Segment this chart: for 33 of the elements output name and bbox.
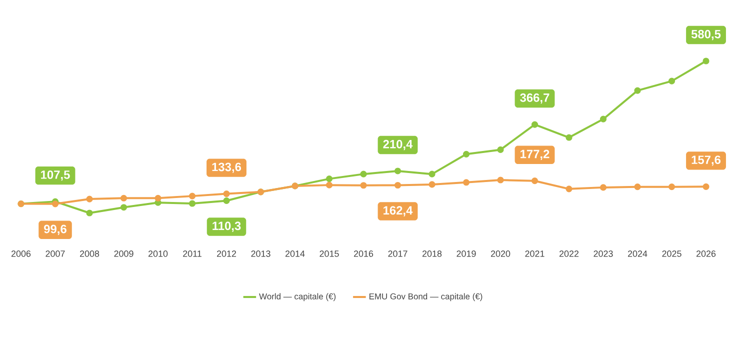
- x-tick-label: 2023: [594, 250, 613, 257]
- x-tick-label: 2011: [183, 250, 202, 257]
- x-tick-label: 2013: [251, 250, 270, 257]
- data-label: 177,2: [520, 150, 550, 160]
- x-tick-label: 2007: [46, 250, 65, 257]
- data-label: 366,7: [520, 93, 550, 104]
- x-tick-label: 2016: [354, 250, 374, 257]
- x-tick-label: 2017: [388, 250, 408, 257]
- data-label: 162,4: [384, 206, 413, 216]
- x-tick-label: 2025: [662, 250, 682, 257]
- x-tick-label: 2015: [320, 250, 339, 257]
- x-tick-label: 2012: [216, 250, 236, 257]
- data-label: 107,5: [41, 170, 70, 181]
- x-tick-label: 2024: [628, 250, 648, 257]
- legend-label: World — capitale (€): [259, 293, 336, 302]
- data-label: 210,4: [383, 140, 413, 150]
- x-tick-label: 2019: [456, 250, 476, 257]
- data-label: 133,6: [212, 162, 242, 173]
- x-tick-label: 2018: [422, 250, 442, 257]
- legend-label: EMU Gov Bond — capitale (€): [369, 293, 482, 302]
- x-tick-label: 2009: [114, 250, 134, 257]
- x-tick-label: 2021: [525, 250, 544, 257]
- data-label: 110,3: [212, 222, 241, 232]
- data-label: 157,6: [692, 156, 721, 166]
- x-tick-label: 2026: [696, 250, 716, 257]
- data-label: 99,6: [44, 224, 66, 235]
- x-tick-label: 2008: [80, 250, 100, 257]
- x-tick-label: 2006: [11, 250, 31, 257]
- x-tick-label: 2020: [490, 250, 510, 257]
- x-tick-label: 2014: [285, 250, 305, 257]
- x-tick-label: 2022: [559, 250, 579, 257]
- data-label: 580,5: [691, 30, 721, 40]
- x-tick-label: 2010: [148, 250, 168, 257]
